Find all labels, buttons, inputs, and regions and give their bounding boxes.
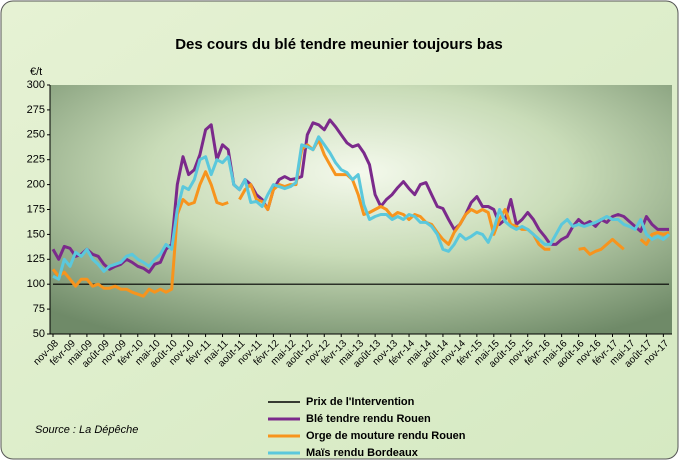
y-tick-label: 200 [27, 179, 45, 191]
y-tick-label: 50 [33, 328, 45, 340]
y-tick-label: 300 [27, 79, 45, 91]
y-tick-label: 225 [27, 154, 45, 166]
legend-label: Blé tendre rendu Rouen [306, 413, 431, 425]
legend-label: Prix de l'Intervention [306, 396, 415, 408]
y-tick-label: 75 [33, 303, 45, 315]
series-line [52, 135, 670, 281]
chart-title: Des cours du blé tendre meunier toujours… [175, 36, 503, 53]
legend-label: Maïs rendu Bordeaux [306, 447, 419, 459]
y-tick-label: 100 [27, 278, 45, 290]
source: Source : La Dépêche [35, 424, 138, 436]
y-axis-label: €/t [30, 66, 42, 78]
series-line [51, 138, 670, 298]
y-tick-label: 250 [27, 129, 45, 141]
y-tick-label: 150 [27, 228, 45, 240]
legend-label: Orge de mouture rendu Rouen [306, 430, 466, 442]
series-line [51, 118, 669, 274]
y-tick-label: 125 [27, 253, 45, 265]
y-tick-label: 275 [27, 104, 45, 116]
y-tick-label: 175 [27, 203, 45, 215]
